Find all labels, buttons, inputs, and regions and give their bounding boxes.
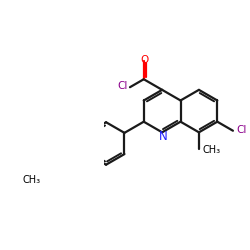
Text: CH₃: CH₃	[22, 176, 40, 186]
Text: CH₃: CH₃	[202, 145, 221, 155]
Text: Cl: Cl	[236, 125, 247, 135]
Text: O: O	[141, 56, 149, 66]
Text: Cl: Cl	[118, 82, 128, 92]
Text: N: N	[158, 130, 167, 143]
